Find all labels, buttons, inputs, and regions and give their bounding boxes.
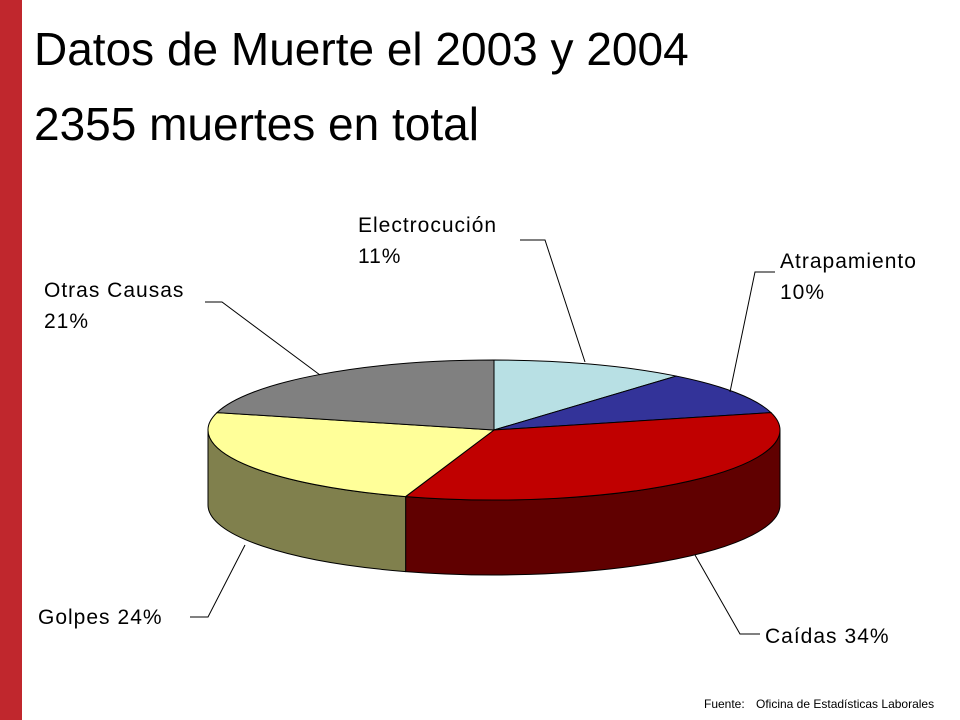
value-label: 11% — [358, 245, 401, 268]
source: Oficina de Estadísticas Laborales — [756, 697, 934, 711]
value-label: 10% — [780, 281, 825, 304]
side-bar — [0, 0, 22, 720]
leader-line — [520, 239, 586, 363]
value-label: 24% — [118, 606, 163, 629]
value-label: 21% — [44, 310, 89, 333]
leader-line — [694, 554, 760, 635]
slice-label: Otras Causas — [44, 279, 184, 302]
leader-line — [190, 544, 246, 618]
slice — [207, 412, 496, 498]
leader-line — [205, 301, 321, 376]
chart-subtitle: 2355 muertes en total — [34, 98, 479, 150]
slice-label: Atrapamiento — [780, 250, 917, 273]
leader-line — [729, 271, 775, 393]
slice-label: Golpes — [38, 606, 111, 629]
slice — [404, 412, 781, 501]
chart-title: Datos de Muerte el 2003 y 2004 — [34, 23, 689, 75]
source-label: Fuente: — [704, 697, 745, 711]
value-label: 34% — [845, 625, 890, 648]
slice-label: Electrocución — [358, 214, 497, 237]
slice — [215, 359, 495, 431]
slice-label-group: Golpes 24% — [38, 606, 163, 629]
slice-label-group: Caídas 34% — [765, 625, 890, 648]
slice — [493, 359, 677, 431]
slice-label: Caídas — [765, 625, 838, 648]
